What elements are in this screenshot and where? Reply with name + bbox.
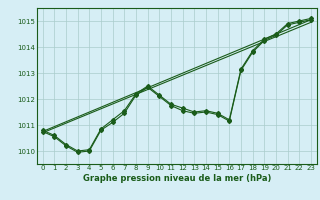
X-axis label: Graphe pression niveau de la mer (hPa): Graphe pression niveau de la mer (hPa) xyxy=(83,174,271,183)
